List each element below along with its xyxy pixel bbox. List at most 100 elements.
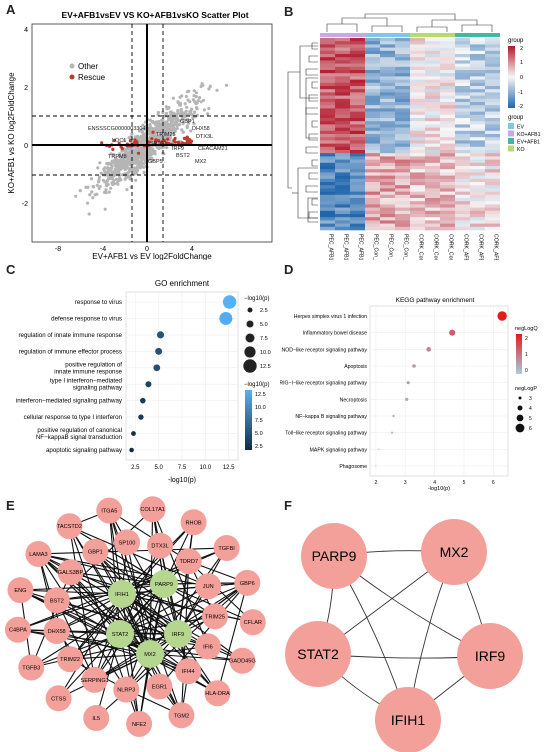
panel-d-kegg-dotplot: KEGG pathway enrichment Herpes simplex v… bbox=[280, 297, 538, 492]
heat-cell bbox=[350, 89, 365, 93]
network-node bbox=[57, 559, 84, 586]
heat-cell bbox=[335, 98, 350, 103]
heat-cell bbox=[410, 70, 425, 74]
heat-cell bbox=[365, 201, 380, 205]
network-node bbox=[175, 548, 202, 575]
heat-cell bbox=[455, 156, 470, 160]
heat-cell bbox=[440, 210, 455, 215]
panel-b-group-legend-title: group bbox=[508, 115, 524, 121]
scatter-point bbox=[195, 107, 199, 111]
heat-cell bbox=[380, 226, 395, 231]
heat-cell bbox=[470, 146, 485, 151]
scatter-point bbox=[153, 127, 157, 131]
heat-cell bbox=[470, 198, 485, 202]
heat-cell bbox=[335, 124, 350, 128]
heat-cell bbox=[440, 194, 455, 199]
heat-cell bbox=[350, 70, 365, 74]
heat-cell bbox=[335, 47, 350, 52]
heat-cell bbox=[395, 105, 410, 109]
heat-cell bbox=[485, 70, 500, 74]
heat-cell bbox=[455, 140, 470, 144]
heat-cell bbox=[440, 102, 455, 106]
panel-c-colorbar-tick: 10.0 bbox=[255, 405, 266, 411]
heat-cell bbox=[320, 201, 335, 205]
network-edge bbox=[68, 526, 96, 680]
heat-cell bbox=[425, 111, 440, 116]
heat-cell bbox=[365, 214, 380, 218]
network-node bbox=[126, 710, 153, 737]
heat-cell bbox=[365, 60, 380, 64]
heat-cell bbox=[440, 57, 455, 61]
heat-cell bbox=[485, 175, 500, 180]
panel-b-sample-labels: PEC_AFB1_2 PEC_AFB1_1 PEC_AFB1_3 PEC_Con_1 P… bbox=[328, 234, 499, 260]
heat-cell bbox=[410, 41, 425, 45]
heat-cell bbox=[350, 38, 365, 42]
network-node bbox=[421, 519, 487, 585]
go-dot bbox=[155, 347, 163, 355]
heat-cell bbox=[470, 207, 485, 212]
network-node-label: GADD45G bbox=[229, 659, 256, 665]
panel-a-gene-label: TRPM8 bbox=[108, 154, 127, 160]
scatter-point bbox=[118, 152, 122, 156]
heat-cell bbox=[365, 172, 380, 176]
heat-cell bbox=[320, 54, 335, 58]
heat-cell bbox=[335, 134, 350, 138]
panel-c-letter: C bbox=[6, 262, 16, 277]
heat-cell bbox=[380, 121, 395, 125]
panel-a-gene-label: MX2 bbox=[195, 159, 206, 165]
size-legend-label: 12.5 bbox=[260, 364, 271, 370]
heat-cell bbox=[320, 89, 335, 93]
heat-cell bbox=[425, 82, 440, 87]
scatter-point bbox=[134, 147, 138, 151]
heat-cell bbox=[455, 130, 470, 135]
scatter-point bbox=[135, 161, 139, 165]
scatter-point bbox=[101, 178, 105, 182]
heat-cell bbox=[425, 175, 440, 180]
heat-cell bbox=[470, 41, 485, 45]
heat-cell bbox=[455, 86, 470, 90]
heat-cell bbox=[455, 82, 470, 87]
panel-a-gene-label: TRIM25 bbox=[156, 132, 176, 138]
network-node-label: C4BPA bbox=[9, 628, 27, 634]
scatter-point bbox=[90, 190, 94, 194]
heat-cell bbox=[485, 188, 500, 192]
heat-cell bbox=[350, 98, 365, 103]
panel-b-col-dendrogram bbox=[326, 13, 493, 32]
size-legend-label: 3 bbox=[529, 396, 532, 402]
panel-a-gene-label: DHX58 bbox=[192, 126, 210, 132]
heat-cell bbox=[335, 95, 350, 100]
heat-cell bbox=[470, 63, 485, 68]
network-node bbox=[195, 573, 222, 600]
heat-cell bbox=[455, 108, 470, 112]
panel-a-gene-labels: ENSSSCG00000033049 LOC1 TRPM8 GBP5 BST2 … bbox=[88, 119, 228, 165]
heat-cell bbox=[470, 57, 485, 61]
panel-a-xtick-2: -4 bbox=[100, 246, 106, 253]
heat-cell bbox=[365, 134, 380, 138]
heat-cell bbox=[395, 121, 410, 125]
size-legend-dot bbox=[243, 359, 257, 373]
network-node bbox=[301, 523, 367, 589]
heat-cell bbox=[380, 220, 395, 224]
panel-c-title: GO enrichment bbox=[155, 279, 210, 288]
heat-cell bbox=[350, 140, 365, 144]
heat-cell bbox=[440, 198, 455, 202]
network-node-label: GBP6 bbox=[240, 581, 255, 587]
heat-cell bbox=[365, 47, 380, 52]
scatter-point bbox=[156, 110, 160, 115]
kegg-dot bbox=[497, 311, 507, 321]
scatter-point bbox=[193, 110, 197, 114]
heat-cell bbox=[470, 140, 485, 144]
heat-cell bbox=[485, 121, 500, 125]
heat-cell bbox=[350, 92, 365, 96]
go-dot bbox=[140, 397, 146, 404]
heat-cell bbox=[335, 159, 350, 164]
heat-cell bbox=[470, 159, 485, 164]
scatter-point bbox=[165, 146, 169, 150]
heat-cell bbox=[440, 98, 455, 103]
heat-cell bbox=[365, 105, 380, 109]
panel-a-scatter: EV+AFB1vsEV VS KO+AFB1vsKO Scatter Plot … bbox=[7, 10, 273, 260]
heat-cell bbox=[470, 82, 485, 87]
heat-cell bbox=[410, 57, 425, 61]
heat-cell bbox=[455, 226, 470, 231]
heat-cell bbox=[335, 204, 350, 208]
